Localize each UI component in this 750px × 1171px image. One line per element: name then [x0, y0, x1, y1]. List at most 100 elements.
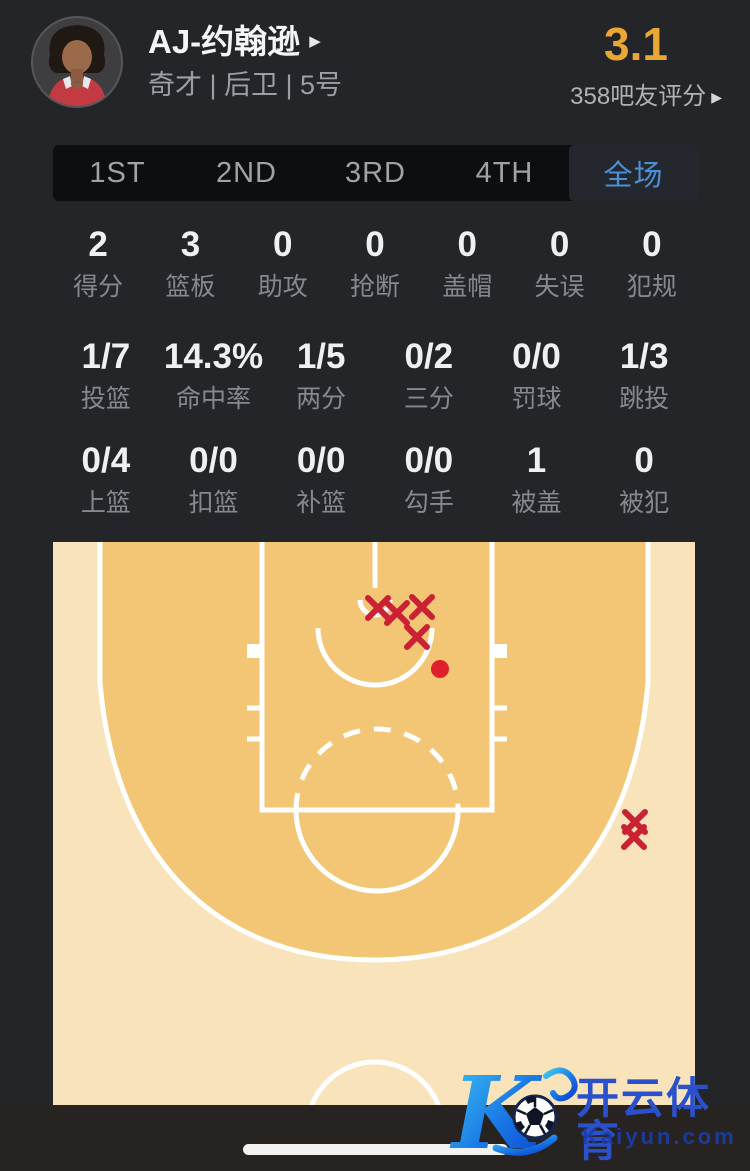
- stat-value: 0/0: [296, 441, 346, 480]
- stat-turnovers: 0 失误: [513, 225, 605, 301]
- tab-1st[interactable]: 1ST: [89, 156, 146, 189]
- quarter-tabbar: 1ST 2ND 3RD 4TH 全场: [53, 145, 698, 201]
- stat-label: 扣篮: [188, 488, 239, 517]
- stat-value: 0/2: [404, 337, 454, 376]
- stat-value: 0: [272, 225, 293, 264]
- stat-value: 0: [549, 225, 570, 264]
- stat-blocks: 0 盖帽: [421, 225, 513, 301]
- stat-value: 0: [642, 225, 662, 264]
- stat-value: 0/4: [81, 441, 131, 480]
- watermark-brand-text: 开云体育: [576, 1075, 711, 1166]
- soccer-ball-icon: [512, 1094, 558, 1140]
- player-name-text: AJ-约翰逊: [148, 23, 301, 60]
- stat-value: 1: [526, 441, 547, 480]
- stats-row-shooting: 1/7 投篮 14.3% 命中率 1/5 两分 0/2 三分 0/0 罚球 1/…: [0, 337, 750, 413]
- rating-block[interactable]: 3.1 358吧友评分 ▶: [570, 15, 722, 109]
- three-point-line: [97, 542, 651, 963]
- stat-3pt: 0/2 三分: [375, 337, 483, 413]
- stat-value: 0/0: [512, 337, 561, 376]
- stat-jumpshot: 1/3 跳投: [590, 337, 698, 413]
- stat-value: 14.3%: [163, 337, 264, 376]
- free-throw-circle-solid: [293, 809, 461, 894]
- stat-label: 被盖: [511, 488, 562, 517]
- stat-label: 盖帽: [442, 272, 493, 301]
- rating-label: 358吧友评分: [570, 83, 707, 110]
- stat-value: 1/5: [296, 337, 346, 376]
- name-expand-arrow-icon: ▶: [309, 33, 321, 50]
- missed-shot-x-mark: [409, 594, 435, 620]
- player-avatar[interactable]: [30, 15, 124, 109]
- three-point-area: [100, 542, 648, 960]
- restricted-area-arc: [315, 627, 435, 688]
- tab-4th[interactable]: 4TH: [475, 156, 534, 189]
- tab-2nd[interactable]: 2ND: [215, 156, 277, 189]
- bottom-band: [0, 1105, 750, 1171]
- stat-fg: 1/7 投篮: [52, 337, 160, 413]
- stat-label: 上篮: [80, 488, 131, 517]
- tab-full-game[interactable]: 全场: [569, 145, 698, 201]
- missed-shot-x-mark: [621, 824, 647, 850]
- stat-blocked-against: 1 被盖: [483, 441, 591, 517]
- player-meta: 奇才 | 后卫 | 5号: [148, 70, 343, 100]
- key-lane-lines: [259, 542, 495, 813]
- stat-label: 三分: [403, 384, 454, 413]
- stat-value: 0/0: [404, 441, 454, 480]
- stat-dunk: 0/0 扣篮: [160, 441, 268, 517]
- half-court-circle: [309, 1059, 441, 1105]
- missed-shot-x-mark: [384, 600, 410, 626]
- stats-row-basic: 2 得分 3 篮板 0 助攻 0 抢断 0 盖帽 0 失误 0 犯规: [0, 225, 750, 301]
- stat-label: 命中率: [175, 384, 251, 413]
- stat-value: 0: [457, 225, 478, 264]
- stat-value: 0/0: [189, 441, 238, 480]
- stat-assists: 0 助攻: [237, 225, 329, 301]
- stat-label: 抢断: [349, 272, 400, 301]
- stat-label: 罚球: [511, 384, 562, 413]
- watermark-swirl: [543, 1067, 578, 1102]
- stat-value: 1/3: [619, 337, 669, 376]
- court-drawing: [97, 542, 651, 1105]
- stat-label: 篮板: [165, 272, 216, 301]
- stat-label: 得分: [73, 272, 124, 301]
- stat-value: 0: [634, 441, 654, 480]
- rating-arrow-icon: ▶: [711, 89, 722, 105]
- rating-value: 3.1: [604, 18, 668, 70]
- stat-label: 失误: [534, 272, 585, 301]
- stat-fouls: 0 犯规: [606, 225, 698, 301]
- shot-marks-layer: [365, 594, 648, 850]
- stats-row-shot-types: 0/4 上篮 0/0 扣篮 0/0 补篮 0/0 勾手 1 被盖 0 被犯: [0, 441, 750, 517]
- stat-label: 补篮: [296, 488, 347, 517]
- stat-steals: 0 抢断: [329, 225, 421, 301]
- stat-fg-pct: 14.3% 命中率: [160, 337, 268, 413]
- watermark-logo: K: [449, 1056, 578, 1156]
- stat-fouls-drawn: 0 被犯: [590, 441, 698, 517]
- rating-label-row: 358吧友评分 ▶: [570, 85, 722, 109]
- stat-layup: 0/4 上篮: [52, 441, 160, 517]
- stat-label: 投篮: [80, 384, 131, 413]
- stat-hook: 0/0 勾手: [375, 441, 483, 517]
- stat-label: 被犯: [619, 488, 670, 517]
- player-info: AJ-约翰逊 ▶ 奇才 | 后卫 | 5号: [148, 15, 342, 99]
- stat-label: 两分: [296, 384, 347, 413]
- stat-2pt: 1/5 两分: [267, 337, 375, 413]
- player-header: AJ-约翰逊 ▶ 奇才 | 后卫 | 5号 3.1 358吧友评分 ▶: [0, 0, 750, 109]
- free-throw-circle-dashed: [293, 726, 461, 811]
- stat-value: 3: [180, 225, 201, 264]
- stat-points: 2 得分: [52, 225, 144, 301]
- tab-3rd[interactable]: 3RD: [344, 156, 406, 189]
- stat-putback: 0/0 补篮: [267, 441, 375, 517]
- watermark-domain-text: Kaiyun.com: [582, 1124, 737, 1149]
- player-name[interactable]: AJ-约翰逊 ▶: [148, 25, 342, 58]
- lane-hash-marks: [247, 644, 507, 742]
- home-indicator[interactable]: [243, 1144, 508, 1155]
- stat-label: 勾手: [403, 488, 454, 517]
- stat-label: 犯规: [626, 272, 677, 301]
- watermark-swoosh: [492, 1134, 558, 1156]
- stat-label: 助攻: [257, 272, 308, 301]
- shot-chart-court: [53, 542, 695, 1105]
- made-shot-dot-mark: [431, 660, 449, 678]
- missed-shot-x-mark: [404, 624, 430, 650]
- stat-value: 2: [88, 225, 108, 264]
- stat-ft: 0/0 罚球: [483, 337, 591, 413]
- stat-value: 1/7: [81, 337, 131, 376]
- stat-value: 0: [365, 225, 385, 264]
